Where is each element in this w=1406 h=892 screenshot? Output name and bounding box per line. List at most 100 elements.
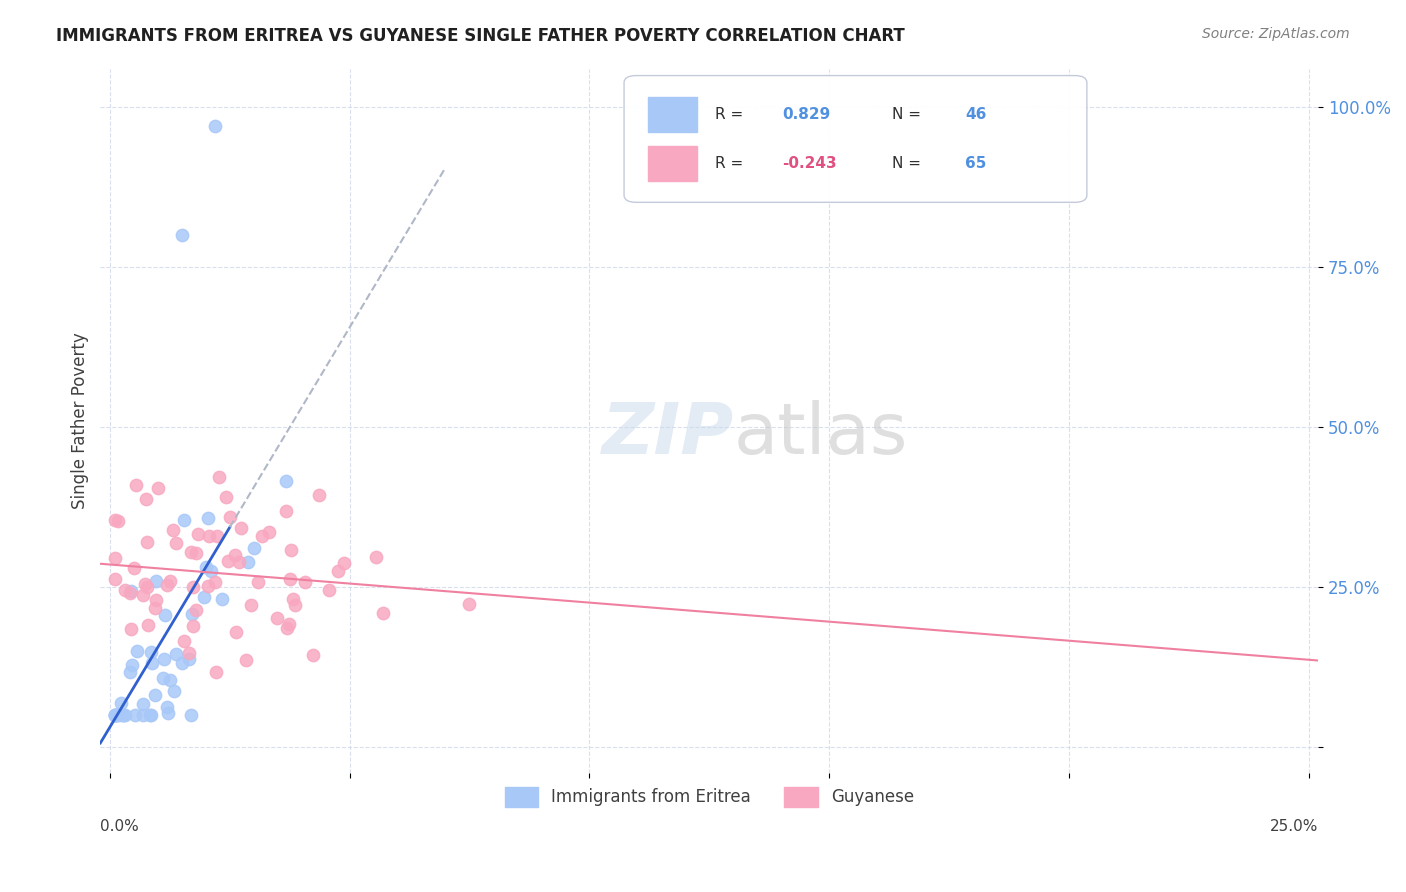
- Text: N =: N =: [891, 107, 927, 122]
- Point: [229, 521, 252, 535]
- Point: [165, 536, 187, 550]
- Point: [104, 708, 127, 723]
- Text: R =: R =: [716, 156, 748, 171]
- Point: [143, 688, 166, 702]
- Point: [326, 565, 349, 579]
- Point: [120, 586, 142, 600]
- Point: [120, 622, 142, 636]
- Point: [135, 492, 157, 507]
- Text: Source: ZipAtlas.com: Source: ZipAtlas.com: [1202, 27, 1350, 41]
- Point: [184, 602, 207, 616]
- Point: [104, 551, 127, 566]
- Point: [284, 598, 307, 612]
- Point: [111, 708, 134, 723]
- Point: [107, 515, 129, 529]
- Point: [172, 656, 194, 670]
- Point: [110, 696, 132, 710]
- Text: -0.243: -0.243: [782, 156, 837, 171]
- Text: 0.829: 0.829: [782, 107, 831, 122]
- Point: [276, 475, 298, 489]
- Point: [159, 574, 181, 588]
- Point: [135, 535, 157, 549]
- Point: [294, 575, 316, 590]
- Point: [173, 513, 195, 527]
- Point: [141, 656, 163, 670]
- Point: [308, 488, 330, 502]
- Point: [145, 593, 167, 607]
- Point: [145, 574, 167, 588]
- Text: IMMIGRANTS FROM ERITREA VS GUYANESE SINGLE FATHER POVERTY CORRELATION CHART: IMMIGRANTS FROM ERITREA VS GUYANESE SING…: [56, 27, 905, 45]
- Point: [156, 578, 179, 592]
- Point: [104, 708, 127, 723]
- Text: 0.0%: 0.0%: [100, 819, 139, 833]
- Point: [159, 673, 181, 687]
- Point: [257, 525, 280, 540]
- Point: [183, 580, 205, 594]
- Point: [280, 543, 302, 558]
- Text: R =: R =: [716, 107, 748, 122]
- Text: N =: N =: [891, 156, 927, 171]
- Point: [121, 658, 143, 673]
- Point: [136, 618, 159, 632]
- Text: 46: 46: [965, 107, 987, 122]
- Point: [236, 555, 259, 569]
- Point: [166, 647, 188, 661]
- Point: [240, 599, 263, 613]
- Y-axis label: Single Father Poverty: Single Father Poverty: [72, 332, 89, 509]
- Point: [211, 592, 233, 607]
- Point: [208, 470, 231, 484]
- Point: [242, 541, 264, 556]
- Point: [276, 503, 298, 517]
- Text: 65: 65: [965, 156, 987, 171]
- Point: [132, 697, 155, 711]
- Point: [200, 564, 222, 578]
- Point: [250, 528, 273, 542]
- Point: [204, 575, 226, 590]
- Point: [277, 617, 299, 632]
- Bar: [648, 96, 697, 132]
- Point: [197, 579, 219, 593]
- Text: atlas: atlas: [734, 401, 908, 469]
- Point: [217, 554, 239, 568]
- Point: [215, 490, 238, 504]
- Point: [125, 478, 148, 492]
- Point: [205, 665, 228, 679]
- Point: [107, 708, 129, 723]
- Point: [195, 560, 218, 574]
- Point: [228, 555, 250, 569]
- Point: [204, 119, 226, 133]
- Point: [278, 572, 301, 586]
- Text: ZIP: ZIP: [602, 401, 734, 469]
- Point: [124, 708, 146, 723]
- Point: [193, 590, 215, 604]
- Point: [266, 611, 288, 625]
- Point: [181, 619, 204, 633]
- Point: [187, 527, 209, 541]
- Point: [366, 549, 388, 564]
- Point: [225, 625, 247, 640]
- Point: [332, 556, 354, 570]
- Point: [180, 545, 202, 559]
- Point: [104, 572, 127, 586]
- Point: [179, 652, 201, 666]
- Point: [141, 645, 163, 659]
- Point: [132, 588, 155, 602]
- Point: [153, 652, 176, 666]
- Point: [373, 606, 395, 620]
- Point: [173, 634, 195, 648]
- FancyBboxPatch shape: [624, 76, 1087, 202]
- Point: [301, 648, 323, 663]
- Point: [156, 706, 179, 720]
- Point: [114, 583, 136, 598]
- Point: [224, 548, 246, 562]
- Point: [162, 523, 184, 537]
- Point: [136, 580, 159, 594]
- Point: [141, 708, 163, 723]
- Point: [170, 227, 193, 242]
- Point: [207, 529, 229, 543]
- Point: [281, 591, 304, 606]
- Point: [131, 708, 153, 723]
- Point: [125, 644, 148, 658]
- Point: [155, 700, 177, 714]
- Point: [218, 510, 240, 524]
